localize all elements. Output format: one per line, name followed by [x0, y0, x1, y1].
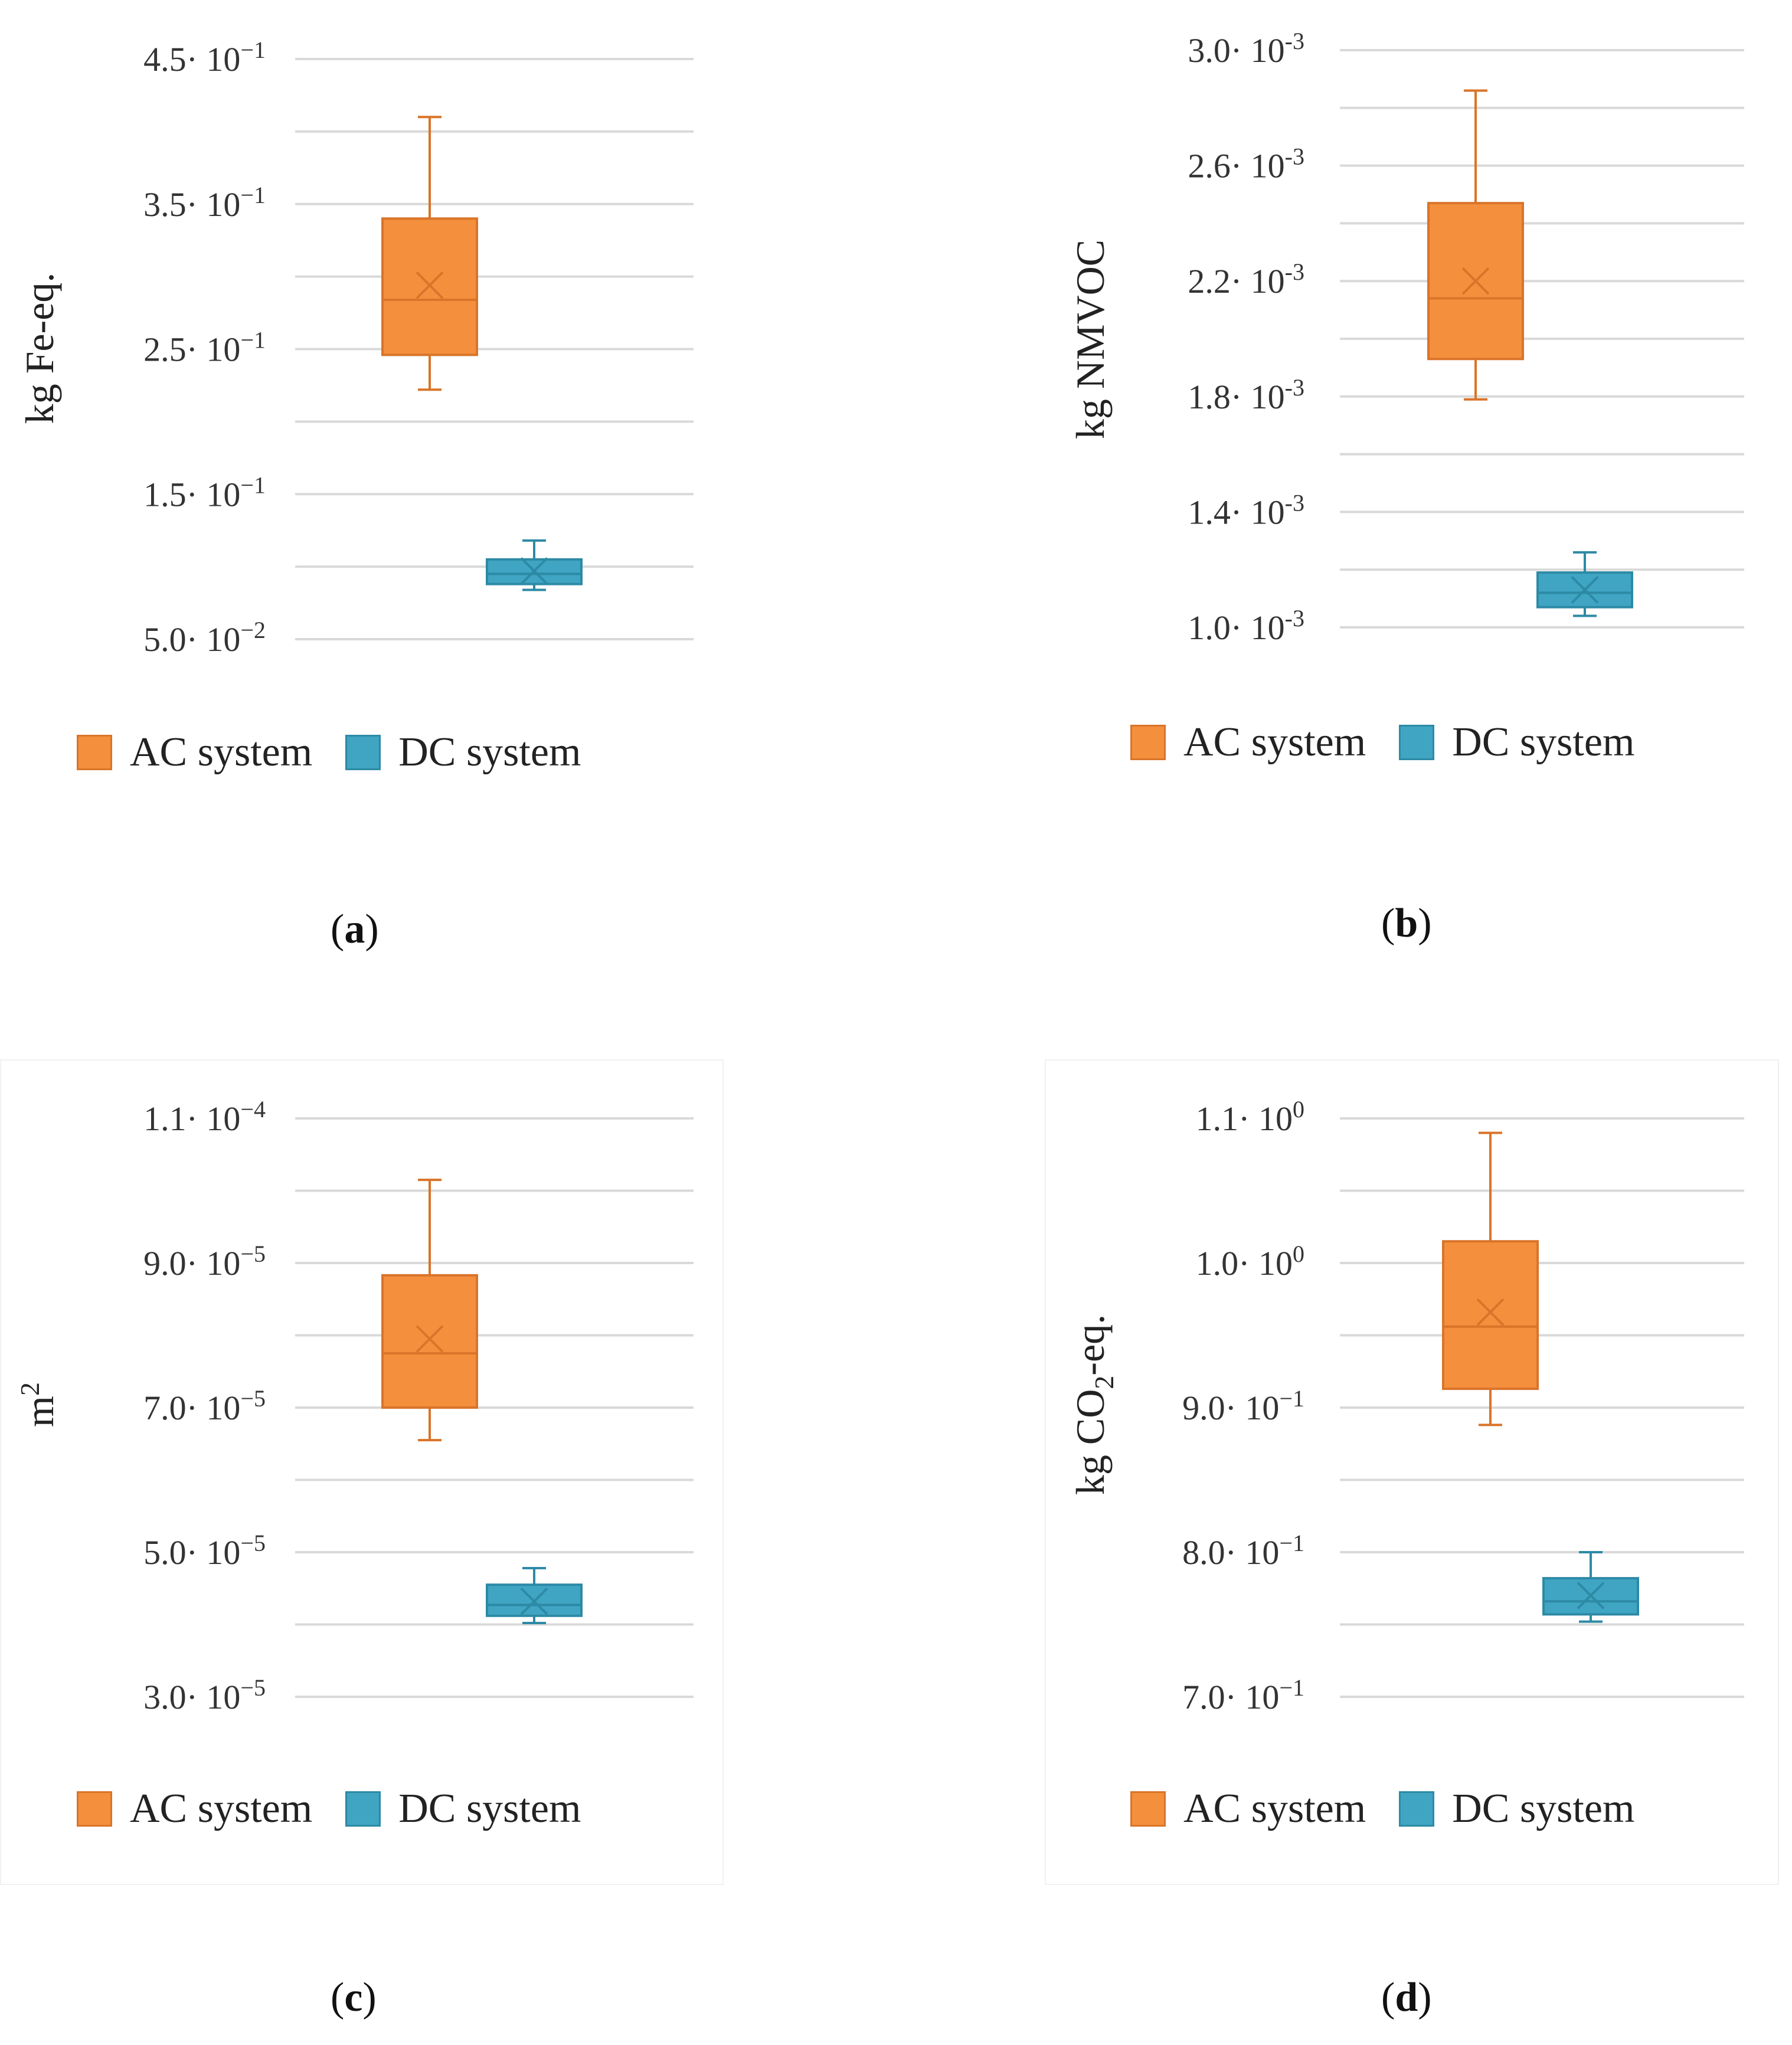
box-ac — [381, 116, 478, 391]
caption-b: (b) — [1381, 901, 1432, 946]
y-axis-ticks: 1.1· 10−4 9.0· 10−5 7.0· 10−5 5.0· 10−5 3.0·… — [143, 1096, 266, 1716]
legend-item-dc: DC system — [1399, 1785, 1634, 1833]
gridlines — [1340, 1117, 1744, 1698]
legend-item-ac: AC system — [77, 1785, 312, 1833]
caption-d-letter: d — [1395, 1975, 1418, 2020]
y-tick-label: 7.0· 10−1 — [1182, 1674, 1304, 1716]
legend-swatch-dc — [1399, 1791, 1435, 1827]
legend-swatch-ac — [77, 735, 112, 770]
caption-a-letter: a — [344, 907, 365, 952]
legend-swatch-dc — [1399, 725, 1435, 760]
caption-c: (c) — [331, 1975, 377, 2020]
y-axis-ticks: 3.0· 10-3 2.6· 10-3 2.2· 10-3 1.8· 10-3 1.4·… — [1188, 28, 1304, 647]
gridlines — [1340, 49, 1744, 629]
chart-a-svg: 4.5· 10−1 3.5· 10−1 2.5· 10−1 1.5· 10−1 5.0·… — [17, 37, 694, 659]
mean-marker-dc — [1577, 1582, 1605, 1609]
y-tick-label: 9.0· 10−5 — [143, 1241, 266, 1282]
y-tick-label: 7.0· 10−5 — [143, 1385, 266, 1427]
legend-label-ac: AC system — [1183, 1786, 1366, 1831]
mean-marker-ac — [1461, 267, 1490, 295]
legend-swatch-dc — [345, 735, 381, 770]
chart-panel-d: 1.1· 100 1.0· 100 9.0· 10−1 8.0· 10−1 7.0· 1… — [1051, 1059, 1777, 1827]
mean-marker-ac — [416, 1325, 444, 1353]
box-iqr-ac — [381, 1274, 478, 1409]
legend-label-dc: DC system — [398, 1786, 581, 1831]
legend-swatch-ac — [77, 1791, 112, 1827]
y-axis-ticks: 4.5· 10−1 3.5· 10−1 2.5· 10−1 1.5· 10−1 5.0·… — [143, 37, 266, 659]
box-dc — [486, 539, 583, 591]
y-tick-label: 1.4· 10-3 — [1188, 489, 1304, 531]
gridlines — [295, 1117, 694, 1698]
legend-label-ac: AC system — [1183, 719, 1366, 765]
legend-swatch-dc — [345, 1791, 381, 1827]
chart-panel-b: 3.0· 10-3 2.6· 10-3 2.2· 10-3 1.8· 10-3 1.4·… — [1051, 0, 1777, 744]
box-dc — [486, 1566, 583, 1625]
mean-marker-dc — [520, 1587, 548, 1615]
legend-label-dc: DC system — [398, 729, 581, 775]
caption-d: (d) — [1381, 1975, 1432, 2020]
legend-d: AC system DC system — [1130, 1785, 1667, 1833]
panel-c-frame — [0, 1059, 724, 1885]
legend-item-dc: DC system — [1399, 719, 1634, 766]
y-tick-label: 8.0· 10−1 — [1182, 1530, 1304, 1572]
y-tick-label: 1.8· 10-3 — [1188, 374, 1304, 416]
caption-a: (a) — [331, 907, 379, 952]
legend-item-ac: AC system — [77, 729, 312, 776]
caption-c-letter: c — [344, 1975, 363, 2020]
y-tick-label: 2.6· 10-3 — [1188, 143, 1304, 185]
legend-item-dc: DC system — [345, 1785, 581, 1833]
legend-a: AC system DC system — [77, 729, 614, 776]
panel-d-frame — [1045, 1059, 1779, 1885]
y-tick-label: 5.0· 10−2 — [143, 617, 266, 659]
y-tick-label: 1.5· 10−1 — [143, 472, 266, 513]
y-tick-label: 3.5· 10−1 — [143, 182, 266, 224]
y-axis-label: kg NMVOC — [1068, 240, 1113, 439]
box-ac — [1442, 1131, 1539, 1426]
gridlines — [295, 58, 694, 640]
y-tick-label: 2.5· 10−1 — [143, 327, 266, 369]
chart-panel-a: 4.5· 10−1 3.5· 10−1 2.5· 10−1 1.5· 10−1 5.0·… — [0, 0, 726, 744]
legend-c: AC system DC system — [77, 1785, 614, 1833]
legend-item-ac: AC system — [1130, 719, 1366, 766]
y-axis-label: kg Fe-eq. — [17, 273, 62, 424]
y-tick-label: 1.1· 100 — [1196, 1096, 1304, 1138]
legend-item-ac: AC system — [1130, 1785, 1366, 1833]
chart-panel-c: 1.1· 10−4 9.0· 10−5 7.0· 10−5 5.0· 10−5 3.0·… — [0, 1059, 726, 1827]
y-tick-label: 9.0· 10−1 — [1182, 1385, 1304, 1427]
caption-b-letter: b — [1395, 901, 1418, 946]
chart-b-svg: 3.0· 10-3 2.6· 10-3 2.2· 10-3 1.8· 10-3 1.4·… — [1068, 28, 1744, 647]
y-tick-label: 4.5· 10−1 — [143, 37, 266, 78]
y-axis-label: m2 — [15, 1382, 62, 1427]
legend-label-dc: DC system — [1452, 719, 1635, 765]
y-axis-label: kg CO2-eq. — [1068, 1314, 1119, 1495]
box-ac — [381, 1179, 478, 1442]
mean-marker-ac — [1476, 1298, 1505, 1326]
y-tick-label: 1.0· 10-3 — [1188, 605, 1304, 647]
legend-item-dc: DC system — [345, 729, 581, 776]
y-tick-label: 2.2· 10-3 — [1188, 259, 1304, 300]
y-tick-label: 3.0· 10−5 — [143, 1674, 266, 1716]
mean-marker-dc — [520, 557, 548, 585]
legend-label-dc: DC system — [1452, 1786, 1635, 1831]
legend-swatch-ac — [1130, 725, 1166, 760]
legend-label-ac: AC system — [130, 1786, 313, 1831]
y-tick-label: 3.0· 10-3 — [1188, 28, 1304, 70]
chart-d-svg: 1.1· 100 1.0· 100 9.0· 10−1 8.0· 10−1 7.0· 1… — [1068, 1096, 1744, 1716]
y-tick-label: 1.1· 10−4 — [143, 1096, 266, 1138]
legend-label-ac: AC system — [130, 729, 313, 775]
legend-swatch-ac — [1130, 1791, 1166, 1827]
y-axis-ticks: 1.1· 100 1.0· 100 9.0· 10−1 8.0· 10−1 7.0· 1… — [1182, 1096, 1304, 1716]
box-dc — [1536, 551, 1633, 617]
chart-c-svg: 1.1· 10−4 9.0· 10−5 7.0· 10−5 5.0· 10−5 3.0·… — [15, 1096, 694, 1716]
mean-marker-ac — [416, 271, 444, 299]
y-tick-label: 1.0· 100 — [1196, 1241, 1304, 1282]
mean-marker-dc — [1571, 576, 1599, 604]
y-tick-label: 5.0· 10−5 — [143, 1530, 266, 1572]
box-iqr-ac — [1442, 1240, 1539, 1390]
box-ac — [1427, 89, 1524, 401]
box-dc — [1542, 1551, 1639, 1623]
legend-b: AC system DC system — [1130, 719, 1667, 766]
